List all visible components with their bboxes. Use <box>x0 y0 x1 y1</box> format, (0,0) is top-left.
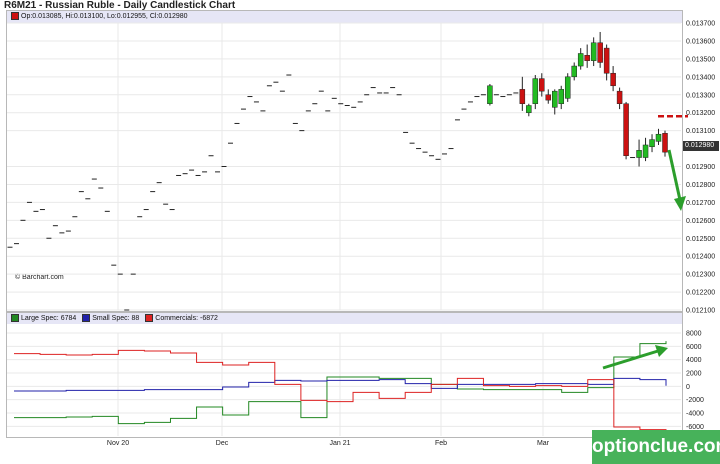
candle-body <box>597 42 603 63</box>
candle-body <box>571 65 577 78</box>
price-tick-label: 0.012400 <box>686 254 715 261</box>
legend-small-spec: Small Spec: 88 <box>92 315 140 322</box>
cot-tick-label: 4000 <box>686 357 702 364</box>
cot-tick-label: 2000 <box>686 371 702 378</box>
candle-body <box>662 133 668 153</box>
price-tick-label: 0.013600 <box>686 38 715 45</box>
x-axis-tick-label: Mar <box>537 440 550 447</box>
x-axis-tick-label: Jan 21 <box>329 440 350 447</box>
price-tick-label: 0.012300 <box>686 272 715 279</box>
cot-tick-label: -6000 <box>686 424 704 431</box>
cot-tick-label: 6000 <box>686 344 702 351</box>
price-panel[interactable]: Op:0.013085, Hi:0.013100, Lo:0.012955, C… <box>6 10 683 312</box>
candle-body <box>655 133 662 142</box>
candle-body <box>564 76 571 99</box>
up-arrow-shaft <box>602 349 659 370</box>
price-tick-label: 0.013300 <box>686 92 715 99</box>
commercials-line <box>14 349 667 433</box>
price-tick-label: 0.013100 <box>686 128 715 135</box>
watermark-badge[interactable]: optionclue.com <box>592 430 720 464</box>
candle-body <box>539 78 545 92</box>
price-tick-label: 0.013500 <box>686 56 715 63</box>
cot-tick-label: -2000 <box>686 397 704 404</box>
large-spec-line <box>14 341 667 425</box>
candle-body <box>584 55 590 61</box>
legend-swatch-large-spec <box>11 313 19 322</box>
price-tick-label: 0.012800 <box>686 182 715 189</box>
legend-swatch-small-spec <box>82 313 91 322</box>
candle-body <box>649 139 655 148</box>
legend-large-spec: Large Spec: 6784 <box>21 315 77 322</box>
legend-commercials: Commercials: -6872 <box>155 315 218 322</box>
candle-body <box>616 90 623 104</box>
x-axis-tick-label: Dec <box>216 440 229 447</box>
chart-title: R6M21 - Russian Ruble - Daily Candlestic… <box>4 0 236 11</box>
candle-body <box>545 94 552 101</box>
candle-body <box>558 89 564 104</box>
last-price-tag: 0.012980 <box>683 141 719 151</box>
candle-body <box>610 72 616 87</box>
price-tick-label: 0.012700 <box>686 200 715 207</box>
cot-tick-label: -4000 <box>686 411 704 418</box>
cot-tick-label: 8000 <box>686 331 702 338</box>
cot-legend: Large Spec: 6784 Small Spec: 88 Commerci… <box>7 313 682 324</box>
ohlc-readout-bar: Op:0.013085, Hi:0.013100, Lo:0.012955, C… <box>7 11 682 23</box>
candle-body <box>623 103 629 156</box>
candle-body <box>642 144 649 158</box>
x-axis-tick-label: Nov 20 <box>107 440 129 447</box>
candle-body <box>603 47 610 74</box>
price-tick-label: 0.012100 <box>686 308 715 315</box>
down-arrow-shaft <box>667 149 682 201</box>
cot-tick-label: 0 <box>686 384 690 391</box>
candle-body <box>526 105 532 113</box>
candle-body <box>636 150 642 158</box>
ohlc-readout: Op:0.013085, Hi:0.013100, Lo:0.012955, C… <box>21 13 188 20</box>
price-tick-label: 0.012500 <box>686 236 715 243</box>
price-tick-label: 0.013400 <box>686 74 715 81</box>
price-tick-label: 0.013200 <box>686 110 715 117</box>
price-tick-label: 0.012600 <box>686 218 715 225</box>
candle-body <box>577 53 584 67</box>
copyright-label: © Barchart.com <box>15 274 64 281</box>
price-tick-label: 0.012200 <box>686 290 715 297</box>
price-tick-label: 0.013700 <box>686 21 715 28</box>
up-arrow-head <box>655 345 668 357</box>
candle-body <box>519 89 526 104</box>
price-tick-label: 0.012900 <box>686 164 715 171</box>
price-series-swatch <box>11 11 19 20</box>
legend-swatch-commercials <box>145 313 154 322</box>
candle-body <box>532 78 539 104</box>
down-arrow-head <box>674 196 686 211</box>
candle-body <box>552 90 558 108</box>
candle-body <box>590 42 597 61</box>
candle-body <box>487 85 493 104</box>
x-axis-tick-label: Feb <box>435 440 447 447</box>
